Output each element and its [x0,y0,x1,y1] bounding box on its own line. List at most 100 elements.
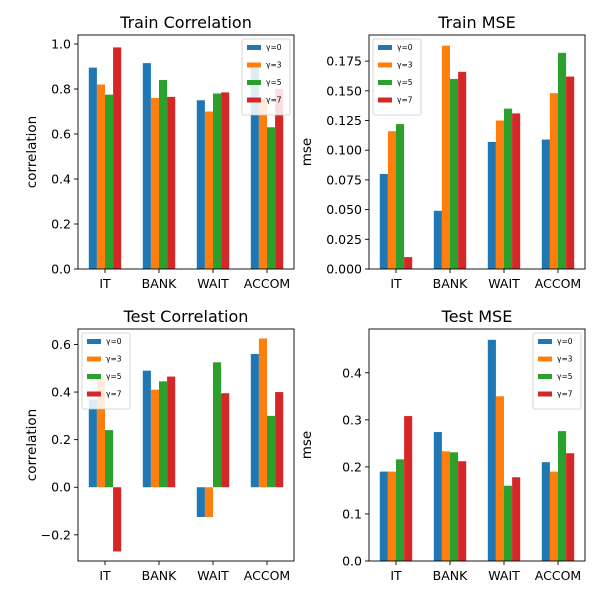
bar-wait-series-2 [495,396,504,561]
bar-bank-series-4 [458,71,467,269]
legend-swatch [538,356,552,362]
y-tick-label: 0.125 [326,113,362,128]
plot-frame [368,34,586,270]
bar-bank-series-2 [150,389,159,488]
bar-accom-series-1 [541,462,550,561]
bar-accom-series-2 [258,100,267,269]
x-tick-label: IT [390,568,402,583]
y-tick-label: 0.4 [51,172,71,187]
bar-bank-series-2 [150,98,159,269]
y-tick-label: 0.4 [51,385,71,400]
legend-swatch [247,45,261,50]
legend-swatch [247,97,261,103]
legend-box [532,332,582,410]
legend-swatch [378,97,392,103]
legend-swatch [87,356,101,362]
bar-it-series-4 [404,257,413,269]
legend-label: γ=7 [397,96,413,105]
subplot-1: 0.0 0.2 0.4 0.6 0.8 1.0 IT BANK WAIT ACCOM Train C… [24,13,295,291]
legend-label: γ=5 [397,78,413,87]
x-tick-label: IT [99,276,111,291]
chart-title: Test Correlation [123,307,249,326]
y-tick-label: 0.000 [326,262,362,277]
legend-swatch [538,339,552,344]
bar-wait-series-4 [512,477,521,561]
legend-label: γ=5 [557,372,573,381]
y-tick-label: 0.2 [342,459,362,474]
bar-bank-series-1 [142,370,151,488]
y-tick-label: 0.6 [51,127,71,142]
legend-swatch [87,374,101,379]
bar-wait-series-1 [196,487,205,517]
x-tick-label: WAIT [197,276,229,291]
legend-label: γ=3 [557,355,573,364]
plot-frame [77,34,295,270]
bar-accom-series-4 [275,89,284,269]
bar-it-series-1 [88,399,97,488]
y-tick-label: 1.0 [51,37,71,52]
legend: γ=0 γ=3 γ=5 γ=7 [241,38,291,116]
legend-swatch [87,339,101,344]
bar-bank-series-3 [159,381,168,488]
legend-label: γ=3 [397,61,413,70]
bar-it-series-3 [396,124,405,269]
bar-accom-series-4 [566,76,575,269]
bar-wait-series-1 [487,339,496,561]
y-axis-label: correlation [24,409,40,481]
legend-swatch [247,80,261,85]
y-tick-label: 0.025 [326,232,362,247]
bar-wait-series-1 [196,100,205,269]
y-tick-label: 0.100 [326,143,362,158]
y-tick-label: 0.175 [326,54,362,69]
legend-label: γ=7 [266,96,282,105]
bar-accom-series-3 [267,127,276,269]
y-tick-label: 0.050 [326,202,362,217]
chart-title: Train Correlation [119,13,252,32]
bar-bank-series-3 [450,452,459,561]
legend-swatch [87,391,101,397]
bar-it-series-1 [379,173,388,269]
y-tick-label: 0.0 [342,554,362,569]
y-tick-label: 0.3 [342,412,362,427]
bar-accom-series-4 [566,453,575,561]
y-tick-label: 0.0 [51,480,71,495]
x-tick-label: BANK [433,568,468,583]
legend-label: γ=7 [557,390,573,399]
bar-bank-series-3 [450,78,459,269]
x-tick-label: IT [390,276,402,291]
y-tick-label: 0.1 [342,506,362,521]
bar-bank-series-4 [167,376,176,488]
bar-it-series-1 [88,67,97,270]
subplot-3: −0.2 0.0 0.2 0.4 0.6 IT BANK WAIT ACCOM Test Corr… [24,307,295,583]
subplot-2: 0.000 0.025 0.050 0.075 0.100 0.125 0.150 0.175… [299,13,586,291]
y-tick-label: 0.150 [326,83,362,98]
legend-label: γ=3 [106,355,122,364]
chart-title: Train MSE [437,13,516,32]
bar-bank-series-4 [167,96,176,270]
x-tick-label: BANK [142,568,177,583]
bar-bank-series-1 [433,210,442,269]
bar-accom-series-2 [258,338,267,488]
x-tick-label: BANK [142,276,177,291]
legend-swatch [538,391,552,397]
bar-accom-series-4 [275,392,284,488]
y-axis-label: correlation [24,116,40,188]
legend-swatch [378,80,392,85]
bar-bank-series-1 [142,63,151,270]
legend-label: γ=3 [266,61,282,70]
y-axis-label: mse [299,138,315,167]
y-tick-label: 0.6 [51,337,71,352]
legend: γ=0 γ=3 γ=5 γ=7 [81,332,131,410]
legend-swatch [378,62,392,68]
bar-it-series-4 [113,47,122,270]
legend-box [372,38,422,116]
bar-it-series-1 [379,471,388,561]
subplot-4: 0.0 0.1 0.2 0.3 0.4 IT BANK WAIT ACCOM Test MSE ms… [299,307,586,583]
bar-it-series-4 [404,416,413,561]
legend-swatch [538,374,552,379]
legend: γ=0 γ=3 γ=5 γ=7 [532,332,582,410]
bar-it-series-3 [396,459,405,561]
bar-it-series-2 [387,471,396,561]
legend-label: γ=0 [106,337,122,346]
